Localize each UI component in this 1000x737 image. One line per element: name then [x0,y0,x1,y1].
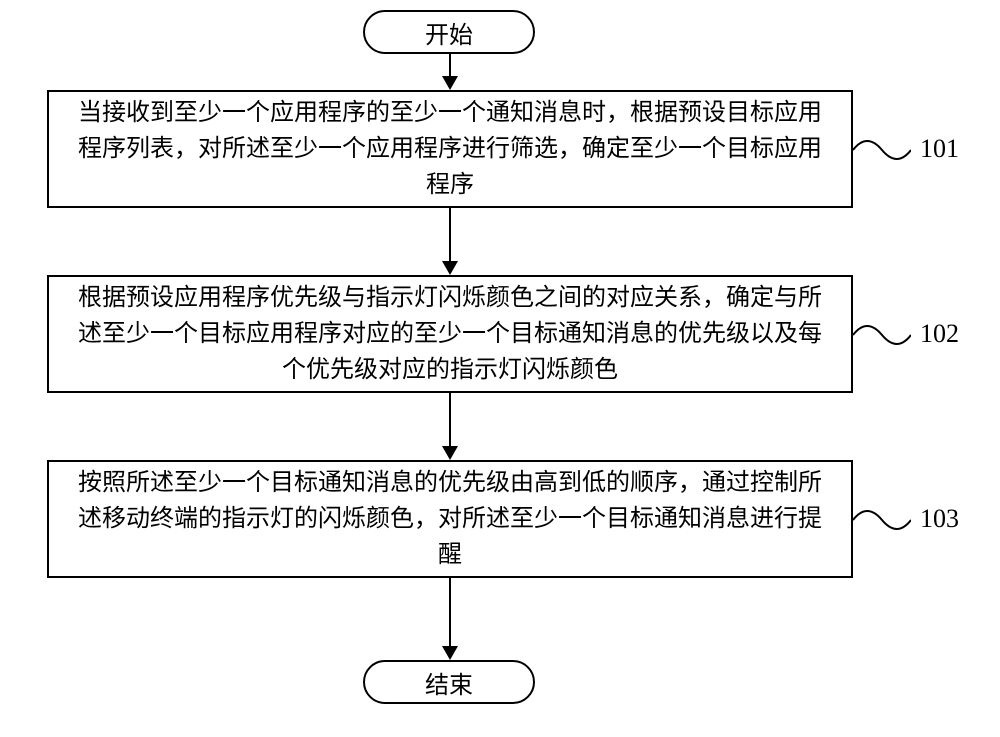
step-label-103: 103 [920,504,959,534]
step-label-101: 101 [920,134,959,164]
process-step1: 当接收到至少一个应用程序的至少一个通知消息时，根据预设目标应用程序列表，对所述至… [47,90,853,208]
arrow-step1-step2 [449,208,451,263]
wave-connector-101 [853,136,911,164]
arrow-head-step1-step2 [442,261,458,275]
start-label: 开始 [425,15,473,50]
arrow-step3-end [449,578,451,648]
arrow-start-step1 [449,54,451,78]
step-label-102: 102 [920,319,959,349]
end-terminator: 结束 [363,660,535,704]
wave-connector-103 [853,506,911,534]
arrow-head-step3-end [442,646,458,660]
end-label: 结束 [425,665,473,700]
arrow-head-start-step1 [442,76,458,90]
step-label-101-text: 101 [920,134,959,163]
arrow-head-step2-step3 [442,446,458,460]
wave-connector-102 [853,321,911,349]
process-step1-text: 当接收到至少一个应用程序的至少一个通知消息时，根据预设目标应用程序列表，对所述至… [69,95,831,203]
process-step2-text: 根据预设应用程序优先级与指示灯闪烁颜色之间的对应关系，确定与所述至少一个目标应用… [69,280,831,388]
step-label-102-text: 102 [920,319,959,348]
process-step3-text: 按照所述至少一个目标通知消息的优先级由高到低的顺序，通过控制所述移动终端的指示灯… [69,465,831,573]
start-terminator: 开始 [363,10,535,54]
process-step3: 按照所述至少一个目标通知消息的优先级由高到低的顺序，通过控制所述移动终端的指示灯… [47,460,853,578]
arrow-step2-step3 [449,393,451,448]
step-label-103-text: 103 [920,504,959,533]
process-step2: 根据预设应用程序优先级与指示灯闪烁颜色之间的对应关系，确定与所述至少一个目标应用… [47,275,853,393]
flowchart-container: 开始 当接收到至少一个应用程序的至少一个通知消息时，根据预设目标应用程序列表，对… [0,0,1000,737]
